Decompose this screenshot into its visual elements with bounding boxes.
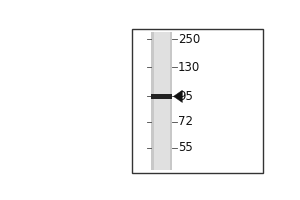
Bar bbox=[152, 32, 172, 170]
Text: 72: 72 bbox=[178, 115, 193, 128]
Text: 95: 95 bbox=[178, 90, 193, 103]
Bar bbox=[170, 32, 172, 170]
Polygon shape bbox=[173, 90, 182, 103]
Bar bbox=[152, 32, 154, 170]
Bar bbox=[132, 29, 263, 173]
Text: 55: 55 bbox=[178, 141, 193, 154]
Text: 250: 250 bbox=[178, 33, 200, 46]
Bar bbox=[152, 94, 172, 99]
Text: 130: 130 bbox=[178, 61, 200, 74]
